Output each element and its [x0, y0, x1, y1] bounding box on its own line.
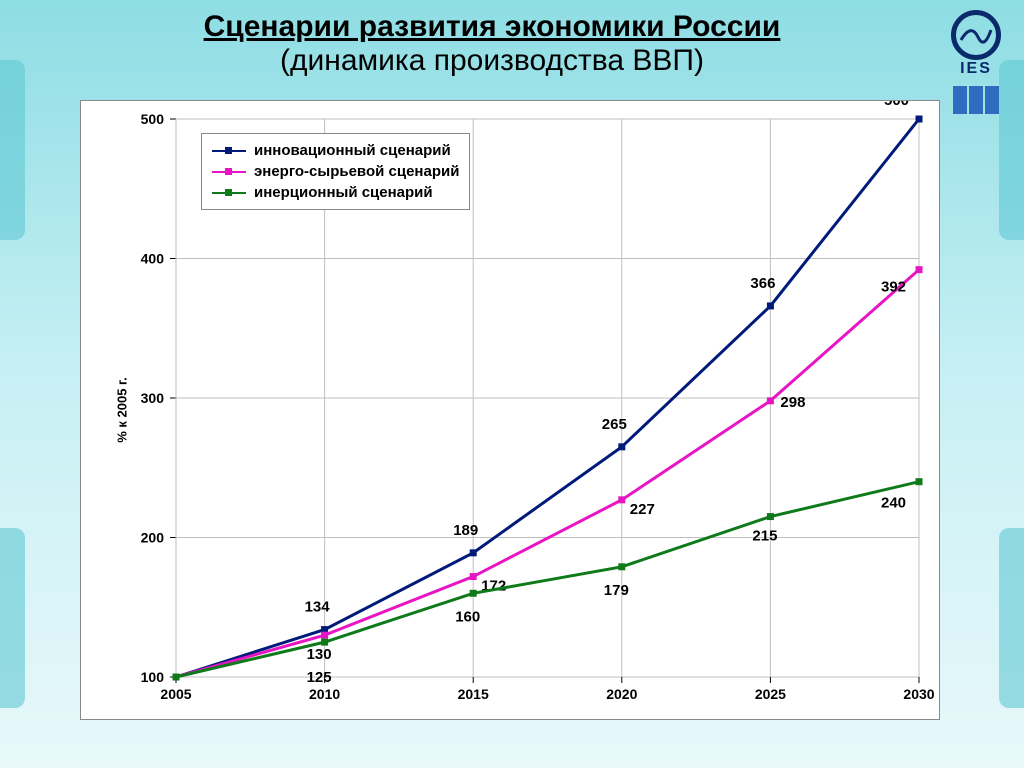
legend-item: инновационный сценарий: [212, 140, 459, 161]
data-label: 227: [630, 501, 655, 518]
data-label: 298: [780, 394, 805, 411]
x-tick-label: 2015: [458, 686, 489, 702]
y-tick-label: 500: [141, 111, 165, 127]
decor-shape: [0, 528, 25, 708]
decor-shape: [0, 60, 25, 240]
chart-container: % к 2005 г. 100 200 300 400 500 2005 2010 2015 2…: [80, 100, 940, 720]
series-marker: [173, 674, 180, 681]
legend-swatch-icon: [212, 192, 246, 194]
decor-shape: [999, 528, 1024, 708]
title-line2: (динамика производства ВВП): [60, 44, 924, 78]
logo-label: IES: [946, 60, 1006, 78]
data-label: 392: [881, 279, 906, 296]
data-label: 134: [305, 599, 331, 616]
series-marker: [470, 573, 477, 580]
y-tick-label: 200: [141, 530, 165, 546]
x-tick-label: 2005: [160, 686, 191, 702]
data-label: 130: [307, 646, 332, 663]
series-marker: [321, 632, 328, 639]
legend-label: инерционный сценарий: [254, 184, 433, 201]
series-line: [176, 482, 919, 677]
series-marker: [321, 639, 328, 646]
series-marker: [767, 513, 774, 520]
x-tick-label: 2010: [309, 686, 340, 702]
logo-ring-icon: [951, 10, 1001, 60]
series-marker: [470, 549, 477, 556]
series-marker: [618, 496, 625, 503]
title-line1: Сценарии развития экономики России: [60, 10, 924, 44]
legend-item: инерционный сценарий: [212, 182, 459, 203]
slide-title: Сценарии развития экономики России (дина…: [0, 0, 1024, 82]
data-label: 366: [750, 275, 775, 292]
series-marker: [470, 590, 477, 597]
y-axis-label: % к 2005 г.: [114, 377, 129, 443]
legend-item: энерго-сырьевой сценарий: [212, 161, 459, 182]
logo-bars-icon: [946, 86, 1006, 114]
series-marker: [916, 266, 923, 273]
data-label: 215: [752, 528, 777, 545]
data-label: 160: [455, 608, 480, 625]
data-label: 125: [307, 669, 332, 686]
series-marker: [916, 478, 923, 485]
data-label: 179: [604, 582, 629, 599]
legend-swatch-icon: [212, 150, 246, 152]
x-tick-label: 2020: [606, 686, 637, 702]
data-label: 189: [453, 522, 478, 539]
series-marker: [916, 116, 923, 123]
series-line: [176, 270, 919, 677]
series-marker: [618, 443, 625, 450]
series-marker: [767, 397, 774, 404]
chart-legend: инновационный сценарий энерго-сырьевой сц…: [201, 133, 470, 210]
y-tick-label: 100: [141, 669, 165, 685]
y-tick-label: 400: [141, 251, 165, 267]
data-label: 240: [881, 495, 906, 512]
legend-swatch-icon: [212, 171, 246, 173]
legend-label: энерго-сырьевой сценарий: [254, 163, 459, 180]
data-label: 265: [602, 416, 627, 433]
series-marker: [767, 302, 774, 309]
series-marker: [618, 563, 625, 570]
x-tick-label: 2030: [903, 686, 934, 702]
legend-label: инновационный сценарий: [254, 142, 451, 159]
data-label: 500: [884, 101, 909, 109]
x-tick-label: 2025: [755, 686, 786, 702]
ies-logo: IES: [946, 10, 1006, 114]
y-tick-label: 300: [141, 390, 165, 406]
